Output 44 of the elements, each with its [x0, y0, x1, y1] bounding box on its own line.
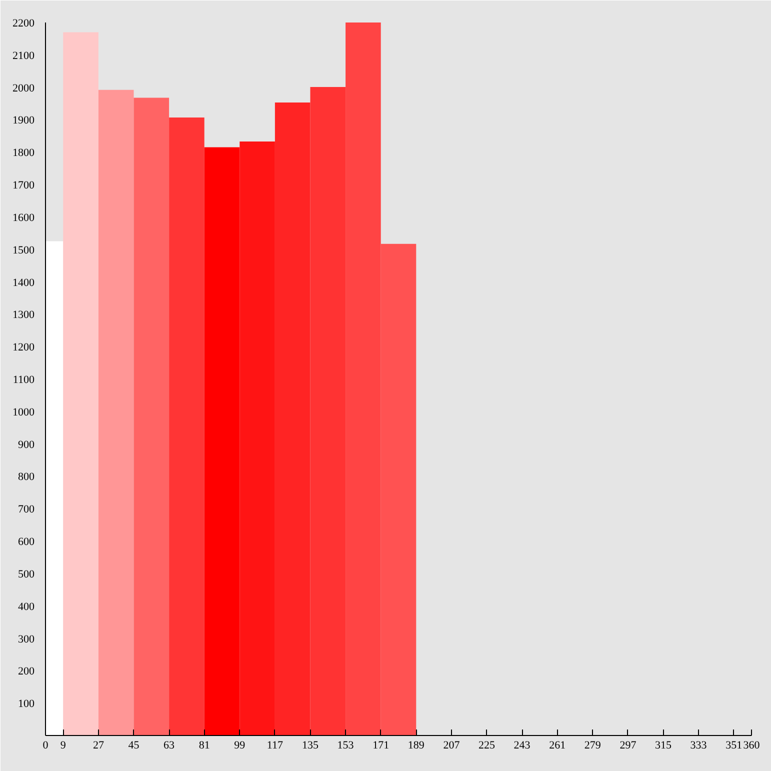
- x-tick-label: 225: [478, 740, 496, 752]
- y-tick-label: 1200: [12, 342, 35, 354]
- x-tick-label: 99: [234, 740, 246, 752]
- x-tick-label: 27: [92, 740, 104, 752]
- y-tick-label: 1100: [12, 374, 35, 386]
- y-tick-label: 1600: [12, 212, 35, 224]
- x-tick-label: 351: [726, 740, 742, 752]
- x-tick-label: 279: [584, 740, 602, 752]
- y-tick-label: 400: [18, 600, 35, 613]
- x-tick-label: 153: [337, 740, 354, 752]
- x-tick-label: 9: [60, 740, 66, 752]
- y-tick-label: 700: [18, 504, 35, 516]
- y-tick-label: 200: [18, 666, 35, 678]
- y-tick-label: 800: [18, 471, 35, 484]
- x-tick-label: 63: [164, 740, 176, 752]
- y-tick-label: 600: [18, 536, 35, 548]
- x-tick-label: 81: [198, 740, 210, 752]
- x-tick-label: 189: [408, 740, 425, 752]
- x-tick-label: 315: [655, 740, 672, 752]
- x-tick-label: 171: [372, 740, 390, 752]
- y-tick-label: 1800: [12, 147, 35, 160]
- x-tick-label: 261: [549, 740, 566, 752]
- y-tick-label: 1500: [12, 244, 35, 256]
- x-tick-label: 135: [302, 740, 319, 752]
- x-tick-label: 0: [42, 740, 49, 752]
- x-tick-label: 333: [690, 740, 708, 752]
- y-tick-label: 300: [18, 633, 35, 646]
- x-tick-label: 297: [620, 740, 637, 752]
- y-tick-label: 1900: [12, 114, 35, 127]
- x-tick-label: 243: [514, 740, 531, 752]
- y-tick-label: 1000: [12, 406, 35, 418]
- y-tick-label: 500: [18, 568, 35, 580]
- y-tick-label: 2000: [12, 82, 35, 94]
- y-tick-label: 2200: [12, 18, 35, 30]
- x-tick-label: 45: [128, 740, 140, 752]
- x-tick-label: 117: [266, 740, 284, 752]
- x-tick-label: 207: [443, 740, 460, 752]
- y-tick-label: 1700: [12, 180, 35, 192]
- y-tick-label: 1300: [12, 309, 35, 322]
- y-tick-label: 1400: [12, 276, 35, 289]
- y-tick-label: 2100: [12, 50, 35, 62]
- y-tick-label: 100: [18, 698, 35, 710]
- x-tick-label: 360: [743, 740, 760, 752]
- y-tick-label: 900: [18, 438, 35, 451]
